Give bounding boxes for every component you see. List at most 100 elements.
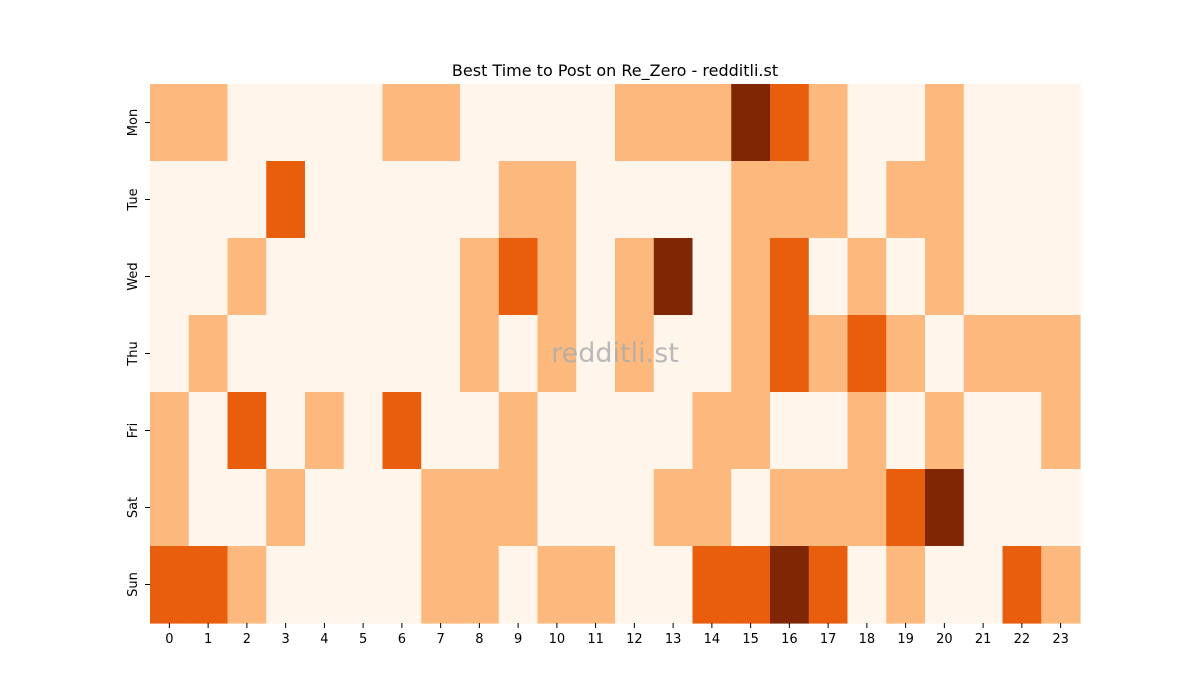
- heatmap-cell-wed-5: [343, 238, 384, 316]
- heatmap-cell-wed-12: [615, 238, 655, 316]
- heatmap-cell-sat-14: [692, 469, 732, 547]
- heatmap-cell-sat-11: [576, 469, 616, 547]
- y-tick-label: Wed: [126, 262, 141, 290]
- heatmap-cell-sat-1: [188, 469, 229, 547]
- heatmap-cell-sun-16: [770, 546, 810, 624]
- chart-title: Best Time to Post on Re_Zero - redditli.…: [452, 61, 778, 81]
- heatmap-cell-thu-17: [808, 315, 849, 393]
- heatmap-cell-wed-20: [925, 238, 965, 316]
- heatmap-cell-fri-11: [576, 392, 616, 470]
- heatmap-cell-sun-0: [150, 546, 190, 624]
- x-axis: 0 1 2 3 4 5 6 7 8 9 10 11 12 13 14 15 16 17 18 19 20 21 22 23: [165, 623, 1069, 647]
- heatmap-cell-sun-18: [847, 546, 887, 624]
- heatmap-cell-mon-18: [847, 84, 887, 162]
- heatmap-cell-sun-4: [305, 546, 345, 624]
- x-tick-label: 15: [742, 632, 759, 647]
- x-tick-label: 17: [820, 632, 837, 647]
- heatmap-cell-fri-16: [770, 392, 810, 470]
- heatmap-cell-fri-7: [421, 392, 461, 470]
- heatmap-cell-fri-0: [150, 392, 190, 470]
- heatmap-cell-sun-19: [886, 546, 926, 624]
- heatmap-cell-fri-12: [615, 392, 655, 470]
- heatmap-cell-tue-7: [421, 161, 461, 239]
- heatmap-cell-tue-8: [460, 161, 500, 239]
- heatmap-cell-wed-2: [227, 238, 267, 316]
- heatmap-cell-mon-20: [925, 84, 965, 162]
- y-tick-label: Thu: [126, 341, 141, 366]
- heatmap-cell-sat-15: [731, 469, 771, 547]
- heatmap-cell-fri-18: [847, 392, 887, 470]
- heatmap-cell-wed-13: [653, 238, 694, 316]
- heatmap-cell-tue-6: [382, 161, 422, 239]
- heatmap-cell-thu-21: [963, 315, 1004, 393]
- heatmap-cell-tue-3: [266, 161, 306, 239]
- heatmap-cell-sun-21: [963, 546, 1004, 624]
- heatmap-cell-fri-14: [692, 392, 732, 470]
- heatmap-cell-wed-8: [460, 238, 500, 316]
- heatmap-cell-mon-1: [188, 84, 229, 162]
- x-tick-label: 4: [320, 632, 328, 647]
- x-tick-label: 10: [549, 632, 566, 647]
- heatmap-cell-tue-12: [615, 161, 655, 239]
- heatmap-cell-sat-3: [266, 469, 306, 547]
- x-tick-label: 11: [587, 632, 604, 647]
- heatmap-cell-sat-6: [382, 469, 422, 547]
- heatmap-cell-mon-19: [886, 84, 926, 162]
- heatmap-cell-fri-2: [227, 392, 267, 470]
- heatmap-cell-tue-2: [227, 161, 267, 239]
- x-tick-label: 3: [281, 632, 289, 647]
- x-tick-label: 6: [398, 632, 406, 647]
- heatmap-cell-mon-22: [1002, 84, 1042, 162]
- heatmap-cell-sat-23: [1041, 469, 1081, 547]
- heatmap-cell-fri-9: [498, 392, 539, 470]
- heatmap-cell-sun-8: [460, 546, 500, 624]
- heatmap-cell-thu-15: [731, 315, 771, 393]
- heatmap-cell-wed-23: [1041, 238, 1081, 316]
- heatmap-cell-mon-11: [576, 84, 616, 162]
- heatmap-cell-sat-20: [925, 469, 965, 547]
- heatmap-cell-mon-8: [460, 84, 500, 162]
- x-tick-label: 23: [1052, 632, 1069, 647]
- heatmap-cell-thu-19: [886, 315, 926, 393]
- heatmap-cell-mon-14: [692, 84, 732, 162]
- heatmap-cell-fri-8: [460, 392, 500, 470]
- heatmap-cell-mon-7: [421, 84, 461, 162]
- heatmap-cell-wed-9: [498, 238, 539, 316]
- heatmap-cell-fri-20: [925, 392, 965, 470]
- heatmap-cell-wed-11: [576, 238, 616, 316]
- heatmap-cell-thu-8: [460, 315, 500, 393]
- watermark: redditli.st: [551, 338, 679, 369]
- x-tick-label: 8: [475, 632, 483, 647]
- heatmap-cell-tue-14: [692, 161, 732, 239]
- heatmap-cell-sat-0: [150, 469, 190, 547]
- heatmap-cell-mon-13: [653, 84, 694, 162]
- heatmap-cell-fri-23: [1041, 392, 1081, 470]
- x-tick-label: 12: [626, 632, 643, 647]
- heatmap-cell-sat-13: [653, 469, 694, 547]
- heatmap-cell-tue-20: [925, 161, 965, 239]
- x-tick-label: 14: [704, 632, 721, 647]
- heatmap-cell-sat-9: [498, 469, 539, 547]
- heatmap-cell-sun-7: [421, 546, 461, 624]
- heatmap-cell-tue-23: [1041, 161, 1081, 239]
- heatmap-cell-sat-10: [537, 469, 577, 547]
- heatmap-cell-wed-10: [537, 238, 577, 316]
- heatmap-cell-mon-4: [305, 84, 345, 162]
- heatmap-cell-thu-16: [770, 315, 810, 393]
- heatmap-cell-tue-13: [653, 161, 694, 239]
- heatmap-cell-tue-10: [537, 161, 577, 239]
- x-tick-label: 1: [204, 632, 212, 647]
- heatmap-cell-sat-17: [808, 469, 849, 547]
- heatmap-cell-sun-10: [537, 546, 577, 624]
- heatmap-cell-thu-13: [653, 315, 694, 393]
- heatmap-cell-tue-9: [498, 161, 539, 239]
- heatmap-cell-fri-22: [1002, 392, 1042, 470]
- heatmap-cell-sun-17: [808, 546, 849, 624]
- heatmap-cell-wed-15: [731, 238, 771, 316]
- heatmap-cell-thu-3: [266, 315, 306, 393]
- heatmap-cell-mon-6: [382, 84, 422, 162]
- y-tick-label: Mon: [126, 109, 141, 136]
- heatmap-cell-sat-19: [886, 469, 926, 547]
- heatmap-cell-mon-0: [150, 84, 190, 162]
